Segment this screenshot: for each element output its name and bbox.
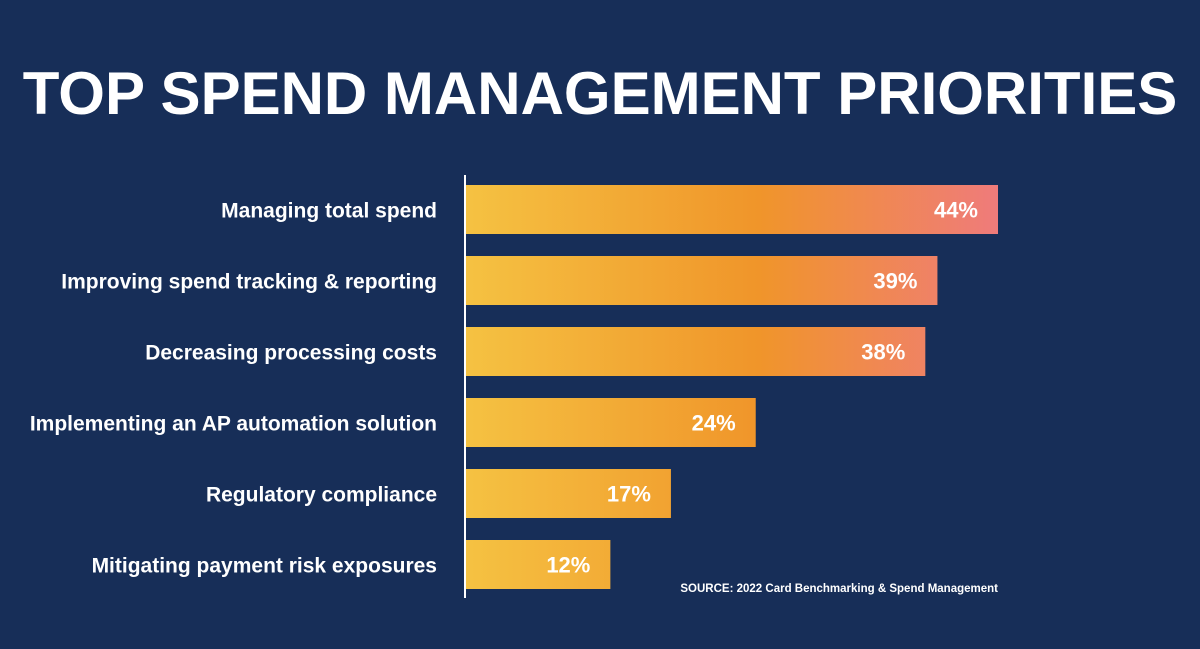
- value-label-1: 44%: [934, 198, 978, 223]
- value-label-6: 12%: [546, 553, 590, 578]
- source-note: SOURCE: 2022 Card Benchmarking & Spend M…: [680, 583, 998, 595]
- bar-1: [465, 185, 998, 234]
- category-label-1: Managing total spend: [221, 200, 437, 223]
- bar-3: [465, 327, 926, 376]
- category-label-2: Improving spend tracking & reporting: [61, 271, 437, 294]
- bar-4: [465, 398, 756, 447]
- bars-layer: Managing total spend 44% Improving spend t…: [30, 185, 998, 589]
- bar-6: [465, 540, 611, 589]
- category-label-3: Decreasing processing costs: [145, 342, 437, 365]
- category-label-6: Mitigating payment risk exposures: [92, 555, 437, 578]
- bar-5: [465, 469, 671, 518]
- chart-title: TOP SPEND MANAGEMENT PRIORITIES: [23, 60, 1178, 127]
- bar-2: [465, 256, 938, 305]
- category-label-4: Implementing an AP automation solution: [30, 413, 437, 436]
- value-label-3: 38%: [861, 340, 905, 365]
- category-label-5: Regulatory compliance: [206, 484, 437, 507]
- value-label-5: 17%: [607, 482, 651, 507]
- value-label-4: 24%: [692, 411, 736, 436]
- value-label-2: 39%: [873, 269, 917, 294]
